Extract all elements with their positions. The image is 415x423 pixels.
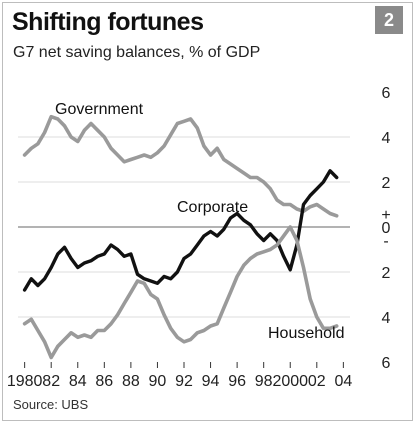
chart-number-badge: 2: [375, 6, 403, 34]
x-tick-label: 96: [228, 373, 246, 390]
x-tick-label: 04: [334, 373, 352, 390]
y-tick-label: 2: [382, 265, 391, 282]
series-labels: Government Corporate Household: [55, 101, 345, 342]
series-line-household: [22, 225, 339, 360]
x-tick-label: 86: [95, 373, 113, 390]
series-line-corporate: [22, 169, 339, 292]
x-tick-label: 84: [69, 373, 87, 390]
source-note: Source: UBS: [13, 397, 89, 412]
chart-title: Shifting fortunes: [12, 8, 204, 36]
x-tick-label: 2000: [272, 373, 308, 390]
y-tick-label: 2: [382, 175, 391, 192]
x-tick-label: 92: [175, 373, 193, 390]
y-tick-label: 6: [382, 85, 391, 102]
x-axis-ticks: 1980 82 84 86 88 90 92 94 96 98 2000 02 04: [7, 362, 352, 390]
chart-subtitle: G7 net saving balances, % of GDP: [13, 44, 261, 61]
y-axis-ticks: 6 4 2 0 2 4 6 + -: [381, 85, 390, 372]
x-tick-label: 02: [308, 373, 326, 390]
y-tick-label: 0: [382, 220, 391, 237]
series-lines: [22, 114, 339, 360]
x-tick-label: 1980: [7, 373, 43, 390]
y-tick-label: 4: [382, 310, 391, 327]
series-label-corporate: Corporate: [177, 199, 248, 216]
x-tick-label: 94: [202, 373, 220, 390]
x-tick-label: 82: [42, 373, 60, 390]
y-negative-marker: -: [383, 233, 388, 250]
x-tick-label: 90: [149, 373, 167, 390]
series-label-household: Household: [268, 325, 345, 342]
series-label-government: Government: [55, 101, 144, 118]
y-positive-marker: +: [381, 207, 390, 224]
y-tick-label: 6: [382, 355, 391, 372]
x-tick-label: 88: [122, 373, 140, 390]
series-line-government: [22, 114, 339, 218]
x-tick-label: 98: [255, 373, 273, 390]
y-tick-label: 4: [382, 130, 391, 147]
